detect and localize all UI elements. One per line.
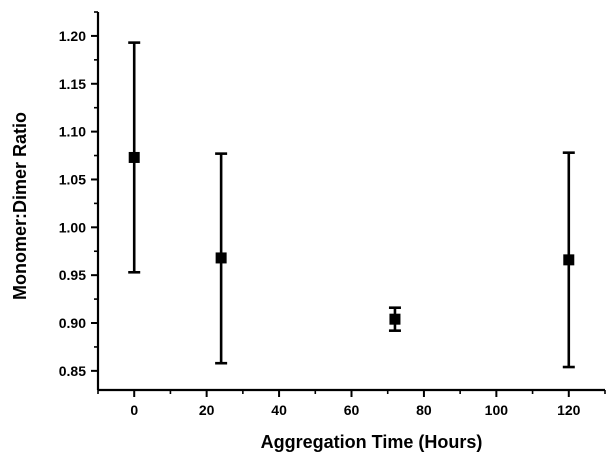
data-point <box>215 252 227 264</box>
y-tick-label: 0.90 <box>59 315 86 331</box>
y-tick-label: 0.85 <box>59 363 86 379</box>
y-tick-label: 0.95 <box>59 267 86 283</box>
x-tick-label: 40 <box>271 402 287 418</box>
x-axis-title: Aggregation Time (Hours) <box>261 432 483 452</box>
y-tick-label: 1.00 <box>59 219 86 235</box>
data-marks <box>128 41 575 369</box>
axes <box>96 12 605 392</box>
y-tick-label: 1.10 <box>59 124 86 140</box>
y-axis-title: Monomer:Dimer Ratio <box>10 112 30 300</box>
x-tick-label: 0 <box>130 402 138 418</box>
y-tick-label: 1.05 <box>59 171 86 187</box>
ticks: 0 20 40 60 80 100 120 0.85 0.90 0.95 1.00 1.05 1.10 1… <box>59 11 606 418</box>
data-point <box>563 254 575 266</box>
data-point <box>128 151 140 163</box>
y-tick-label: 1.15 <box>59 76 86 92</box>
x-tick-label: 80 <box>416 402 432 418</box>
data-point <box>389 313 401 325</box>
x-tick-label: 60 <box>344 402 360 418</box>
y-tick-label: 1.20 <box>59 28 86 44</box>
x-tick-label: 120 <box>557 402 581 418</box>
x-tick-label: 100 <box>485 402 509 418</box>
x-tick-label: 20 <box>199 402 215 418</box>
